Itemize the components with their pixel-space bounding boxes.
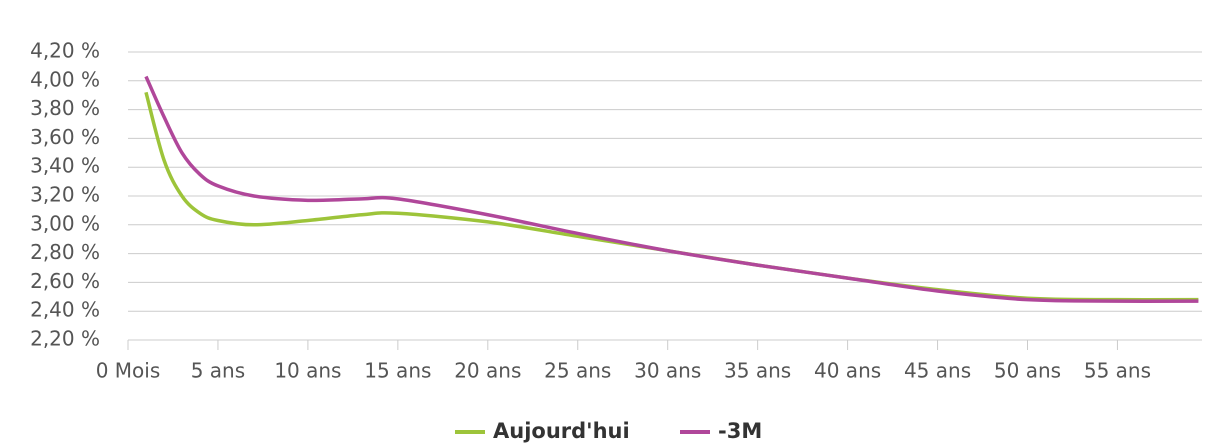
x-tick-label: 40 ans — [814, 359, 881, 383]
x-tick-label: 0 Mois — [96, 359, 161, 383]
x-tick-label: 30 ans — [634, 359, 701, 383]
y-tick-label: 3,20 % — [30, 183, 100, 207]
x-tick-label: 50 ans — [994, 359, 1061, 383]
legend-label: Aujourd'hui — [493, 419, 630, 443]
x-tick-label: 10 ans — [274, 359, 341, 383]
x-tick-label: 20 ans — [454, 359, 521, 383]
y-tick-label: 2,20 % — [30, 327, 100, 351]
y-tick-label: 3,80 % — [30, 96, 100, 120]
y-tick-label: 3,40 % — [30, 154, 100, 178]
y-tick-label: 3,00 % — [30, 211, 100, 235]
y-tick-label: 4,00 % — [30, 67, 100, 91]
x-tick-label: 45 ans — [904, 359, 971, 383]
y-tick-label: 2,60 % — [30, 269, 100, 293]
y-tick-label: 2,40 % — [30, 298, 100, 322]
x-tick-label: 25 ans — [544, 359, 611, 383]
y-tick-label: 3,60 % — [30, 125, 100, 149]
legend-label: -3M — [718, 419, 762, 443]
y-tick-label: 2,80 % — [30, 240, 100, 264]
x-tick-label: 15 ans — [364, 359, 431, 383]
x-tick-label: 55 ans — [1084, 359, 1151, 383]
x-tick-label: 35 ans — [724, 359, 791, 383]
x-tick-label: 5 ans — [191, 359, 245, 383]
line-series — [144, 75, 1199, 303]
y-tick-label: 4,20 % — [30, 39, 100, 63]
